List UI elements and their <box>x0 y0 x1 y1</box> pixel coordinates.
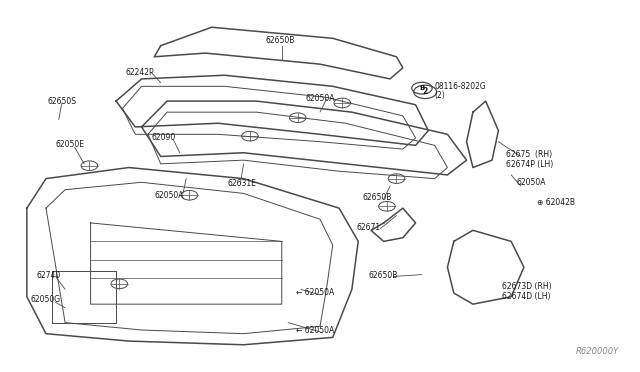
Text: ← 62050A: ← 62050A <box>296 288 334 297</box>
Text: 62650S: 62650S <box>47 97 76 106</box>
Text: 2: 2 <box>422 87 428 96</box>
Text: B: B <box>419 85 424 91</box>
Text: (2): (2) <box>435 91 445 100</box>
Text: 62050E: 62050E <box>56 140 84 149</box>
Text: 62050A: 62050A <box>516 178 546 187</box>
Text: 62740: 62740 <box>36 271 61 280</box>
Text: 62671: 62671 <box>357 223 381 232</box>
Text: 62631E: 62631E <box>228 179 257 188</box>
Text: 62673D (RH): 62673D (RH) <box>502 282 552 291</box>
Text: 62050A: 62050A <box>306 94 335 103</box>
Text: 62675  (RH): 62675 (RH) <box>506 150 552 159</box>
Text: 62674P (LH): 62674P (LH) <box>506 160 554 169</box>
Text: 62674D (LH): 62674D (LH) <box>502 292 551 301</box>
Text: ← 62050A: ← 62050A <box>296 326 334 335</box>
Text: ⊕ 62042B: ⊕ 62042B <box>537 198 575 207</box>
Text: 62650B: 62650B <box>266 36 295 45</box>
Text: 62242P: 62242P <box>125 68 154 77</box>
Text: 08116-8202G: 08116-8202G <box>435 82 486 91</box>
Text: R620000Y: R620000Y <box>576 347 620 356</box>
Text: 62050A: 62050A <box>154 191 184 200</box>
Text: 62650B: 62650B <box>369 271 398 280</box>
Text: 62650B: 62650B <box>362 193 392 202</box>
Text: 62050G: 62050G <box>30 295 60 304</box>
Text: 62090: 62090 <box>151 133 175 142</box>
